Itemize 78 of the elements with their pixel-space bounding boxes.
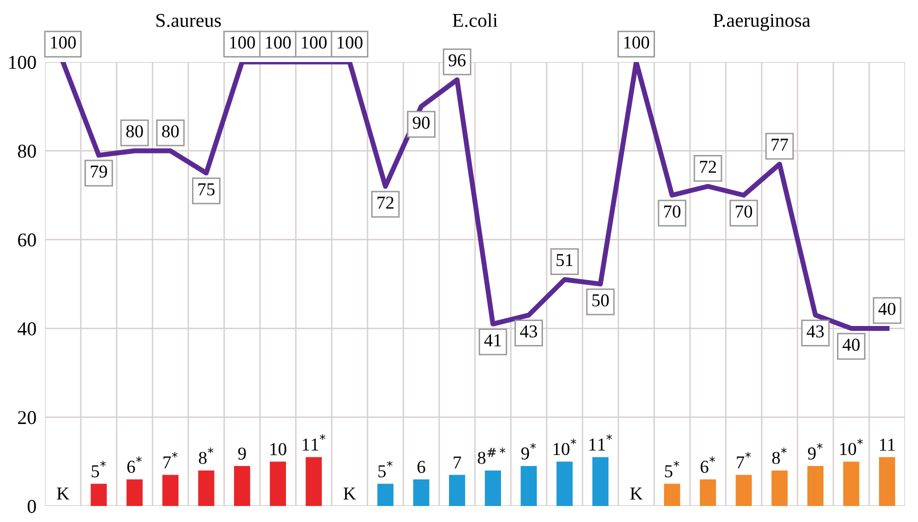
x-tick-label: 10 <box>270 443 286 456</box>
data-label: 80 <box>162 125 179 138</box>
x-tick-label: 6 <box>418 460 426 474</box>
data-label: 50 <box>592 294 609 306</box>
data-label: 43 <box>520 325 538 338</box>
bar <box>843 462 860 506</box>
data-label: 100 <box>230 36 255 49</box>
data-label: 100 <box>624 36 650 49</box>
x-tick-label: 9$^{*}$ <box>808 443 823 460</box>
x-tick-label: 7$^{*}$ <box>736 452 751 468</box>
bar <box>270 462 286 506</box>
x-tick-label: K <box>344 488 356 500</box>
data-label: 100 <box>338 36 362 49</box>
data-label: 100 <box>302 36 327 49</box>
data-label: 79 <box>90 166 108 178</box>
bar <box>413 479 430 506</box>
bar <box>306 457 322 506</box>
x-tick-label: K <box>56 488 70 500</box>
data-label: 77 <box>772 138 788 151</box>
x-tick-label: 5$^{*}$ <box>378 460 393 478</box>
x-tick-label: 5$^{*}$ <box>665 460 680 478</box>
data-label: 72 <box>700 160 716 173</box>
y-tick-label: 100 <box>9 56 36 69</box>
x-tick-label: 11 <box>880 438 895 451</box>
data-label: 70 <box>736 205 752 218</box>
bar <box>234 466 250 506</box>
data-label: 40 <box>842 338 860 351</box>
x-tick-label: 6$^{*}$ <box>700 456 716 473</box>
data-label: 90 <box>412 116 430 129</box>
x-tick-label: 7 <box>454 456 462 468</box>
bar <box>736 474 752 506</box>
text: S.aureus <box>156 14 221 28</box>
bar <box>520 466 537 506</box>
text: P.aeruginosa <box>713 14 810 31</box>
bar <box>700 479 716 506</box>
y-tick-label: 60 <box>18 233 36 247</box>
x-tick-label: 11$^{*}$ <box>302 434 326 451</box>
bar <box>556 462 573 506</box>
bar <box>592 457 608 506</box>
x-tick-label: 10$^{*}$ <box>840 438 863 456</box>
data-label: 70 <box>664 205 680 218</box>
x-tick-label: 8$^{*}$ <box>772 448 787 464</box>
text: E.coli <box>452 13 498 28</box>
bar <box>807 466 824 506</box>
y-tick-label: 20 <box>18 411 36 424</box>
bar <box>772 470 788 506</box>
x-tick-label: 10$^{*}$ <box>554 438 576 456</box>
x-tick-label: 5$^{*}$ <box>92 460 106 478</box>
bar <box>126 479 143 506</box>
y-tick-label: 40 <box>18 322 36 336</box>
bar <box>162 474 178 506</box>
bar <box>90 484 107 506</box>
data-label: 51 <box>556 254 573 266</box>
y-tick-label: 0 <box>28 500 36 513</box>
x-tick-label: 9$^{*}$ <box>521 443 536 460</box>
data-label: 96 <box>448 54 466 66</box>
data-label: 41 <box>484 334 501 346</box>
bar <box>879 457 896 506</box>
bar <box>664 484 680 506</box>
data-label: 72 <box>378 196 394 209</box>
x-tick-label: 8$^{#*}$ <box>478 448 506 464</box>
y-tick-label: 80 <box>18 144 36 158</box>
data-label: 40 <box>878 302 896 316</box>
x-tick-label: K <box>630 488 643 500</box>
data-label: 100 <box>266 36 291 49</box>
x-tick-label: 9 <box>238 448 246 460</box>
data-label: 80 <box>126 125 143 138</box>
data-label: 100 <box>50 36 76 49</box>
x-tick-label: 11$^{*}$ <box>589 434 612 451</box>
bar <box>449 474 466 506</box>
x-tick-label: 7$^{*}$ <box>164 452 178 468</box>
bar <box>484 470 501 506</box>
data-label: 75 <box>198 183 215 196</box>
x-tick-label: 6$^{*}$ <box>127 456 142 473</box>
bar <box>198 470 214 506</box>
data-label: 43 <box>806 325 824 338</box>
x-tick-label: 8$^{*}$ <box>198 448 214 464</box>
bar <box>377 484 394 506</box>
